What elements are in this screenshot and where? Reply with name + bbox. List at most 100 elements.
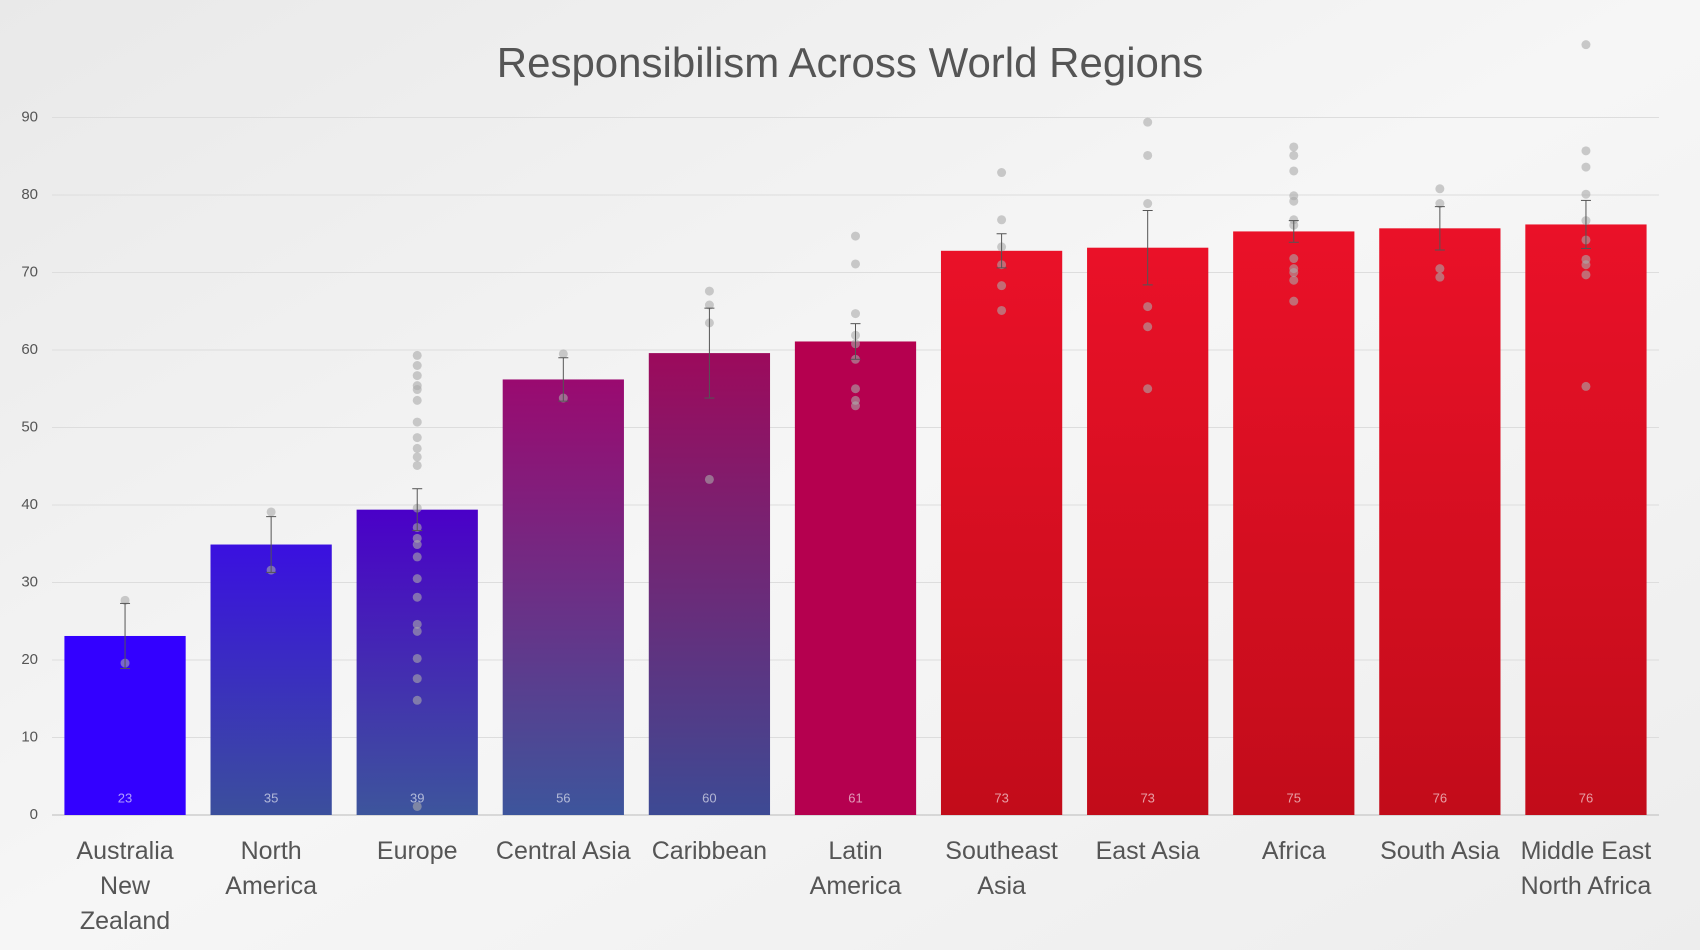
data-point: [1289, 268, 1299, 277]
data-point: [558, 349, 568, 359]
x-tick-label: East Asia: [1096, 837, 1200, 865]
chart-title: Responsibilism Across World Regions: [497, 39, 1204, 86]
x-tick-label: North America: [225, 837, 317, 900]
data-point: [412, 460, 422, 470]
x-tick-label: Latin America: [810, 837, 902, 900]
data-point: [1143, 117, 1153, 127]
data-point: [412, 395, 422, 405]
value-label: 23: [118, 790, 132, 805]
value-label: 73: [994, 790, 1008, 805]
data-point: [1581, 189, 1591, 199]
data-point: [1289, 254, 1299, 264]
bar: [1379, 228, 1501, 815]
value-label: 61: [848, 790, 862, 805]
y-tick-label: 60: [21, 341, 38, 358]
data-point: [412, 574, 422, 584]
data-point: [1581, 146, 1591, 156]
data-point: [1581, 40, 1591, 50]
data-point: [1143, 150, 1153, 160]
data-point: [851, 259, 860, 269]
bar: [940, 250, 1063, 816]
data-point: [704, 474, 714, 484]
value-label: 76: [1579, 790, 1593, 805]
y-tick-label: 20: [21, 651, 38, 668]
data-point: [412, 452, 422, 462]
value-label: 75: [1287, 790, 1301, 805]
x-tick-label: Europe: [377, 837, 458, 865]
data-point: [1289, 142, 1299, 152]
bar: [1525, 224, 1647, 815]
data-point: [851, 231, 860, 241]
x-tick-label: Southeast Asia: [945, 837, 1058, 900]
data-point: [1289, 150, 1299, 160]
data-point: [1289, 296, 1299, 306]
data-point: [997, 305, 1007, 315]
bar: [502, 379, 624, 815]
data-point: [851, 384, 860, 394]
data-point: [412, 653, 422, 663]
data-point: [412, 385, 422, 395]
data-point: [1143, 199, 1153, 209]
value-label: 73: [1140, 790, 1154, 805]
data-point: [997, 215, 1007, 225]
value-label: 76: [1433, 790, 1447, 805]
data-point: [997, 281, 1007, 291]
data-point: [412, 361, 422, 370]
data-point: [412, 433, 422, 443]
data-point: [412, 540, 422, 550]
value-label: 39: [410, 790, 424, 805]
data-point: [412, 674, 422, 684]
x-tick-label: Middle East North Africa: [1521, 837, 1652, 900]
data-point: [266, 507, 276, 517]
value-label: 56: [556, 790, 570, 805]
bar: [210, 544, 332, 815]
data-point: [997, 168, 1007, 178]
y-tick-label: 40: [21, 496, 38, 513]
data-point: [1435, 264, 1445, 274]
x-tick-label: Africa: [1262, 837, 1326, 865]
data-point: [704, 300, 714, 310]
data-point: [1289, 196, 1299, 206]
data-point: [1435, 272, 1445, 282]
y-tick-label: 70: [21, 263, 38, 280]
y-tick-label: 50: [21, 418, 38, 435]
x-tick-label: Australia New Zealand: [76, 837, 173, 935]
value-label: 60: [702, 790, 716, 805]
data-point: [412, 552, 422, 562]
data-point: [1143, 384, 1153, 394]
data-point: [1581, 260, 1591, 270]
data-point: [704, 286, 714, 296]
data-point: [412, 619, 422, 629]
y-tick-label: 30: [21, 573, 38, 590]
y-tick-label: 10: [21, 728, 38, 745]
y-tick-label: 0: [30, 806, 38, 823]
data-point: [412, 350, 422, 360]
bar: [1233, 231, 1355, 816]
data-point: [1143, 302, 1153, 312]
data-point: [1435, 199, 1445, 209]
x-tick-label: South Asia: [1380, 837, 1500, 865]
data-point: [851, 401, 860, 411]
data-point: [412, 371, 422, 381]
y-tick-label: 90: [21, 108, 38, 125]
data-point: [1289, 275, 1299, 285]
bar: [1087, 247, 1209, 815]
data-point: [1581, 162, 1591, 172]
data-point: [1581, 270, 1591, 280]
data-point: [412, 443, 422, 453]
data-point: [412, 533, 422, 543]
bar: [794, 341, 917, 815]
value-label: 35: [264, 790, 278, 805]
x-tick-label: Central Asia: [496, 837, 631, 865]
data-point: [1435, 184, 1445, 194]
data-point: [851, 309, 860, 319]
data-point: [412, 592, 422, 602]
data-point: [120, 595, 130, 605]
data-point: [412, 417, 422, 427]
data-point: [412, 695, 422, 705]
data-point: [412, 626, 422, 636]
data-point: [1289, 166, 1299, 176]
x-tick-label: Caribbean: [652, 837, 767, 865]
data-point: [412, 801, 422, 811]
